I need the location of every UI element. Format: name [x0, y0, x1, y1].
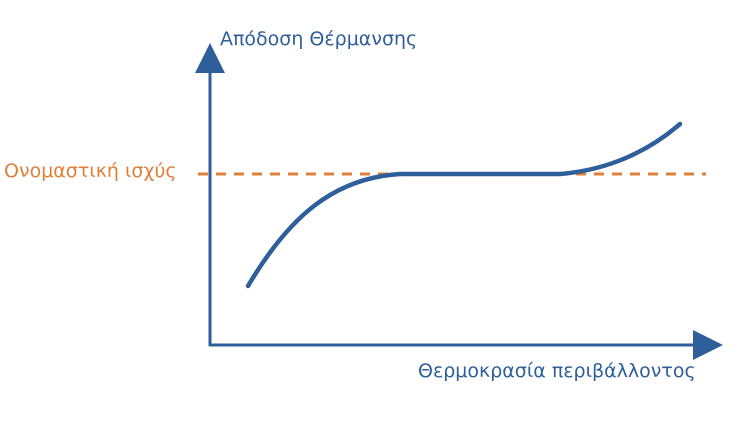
heating-performance-curve — [245, 121, 683, 289]
y-axis-label: Απόδοση Θέρμανσης — [220, 28, 418, 50]
x-axis-label: Θερμοκρασία περιβάλλοντος — [418, 360, 696, 382]
rated-power-label: Ονομαστική ισχύς — [4, 160, 177, 182]
